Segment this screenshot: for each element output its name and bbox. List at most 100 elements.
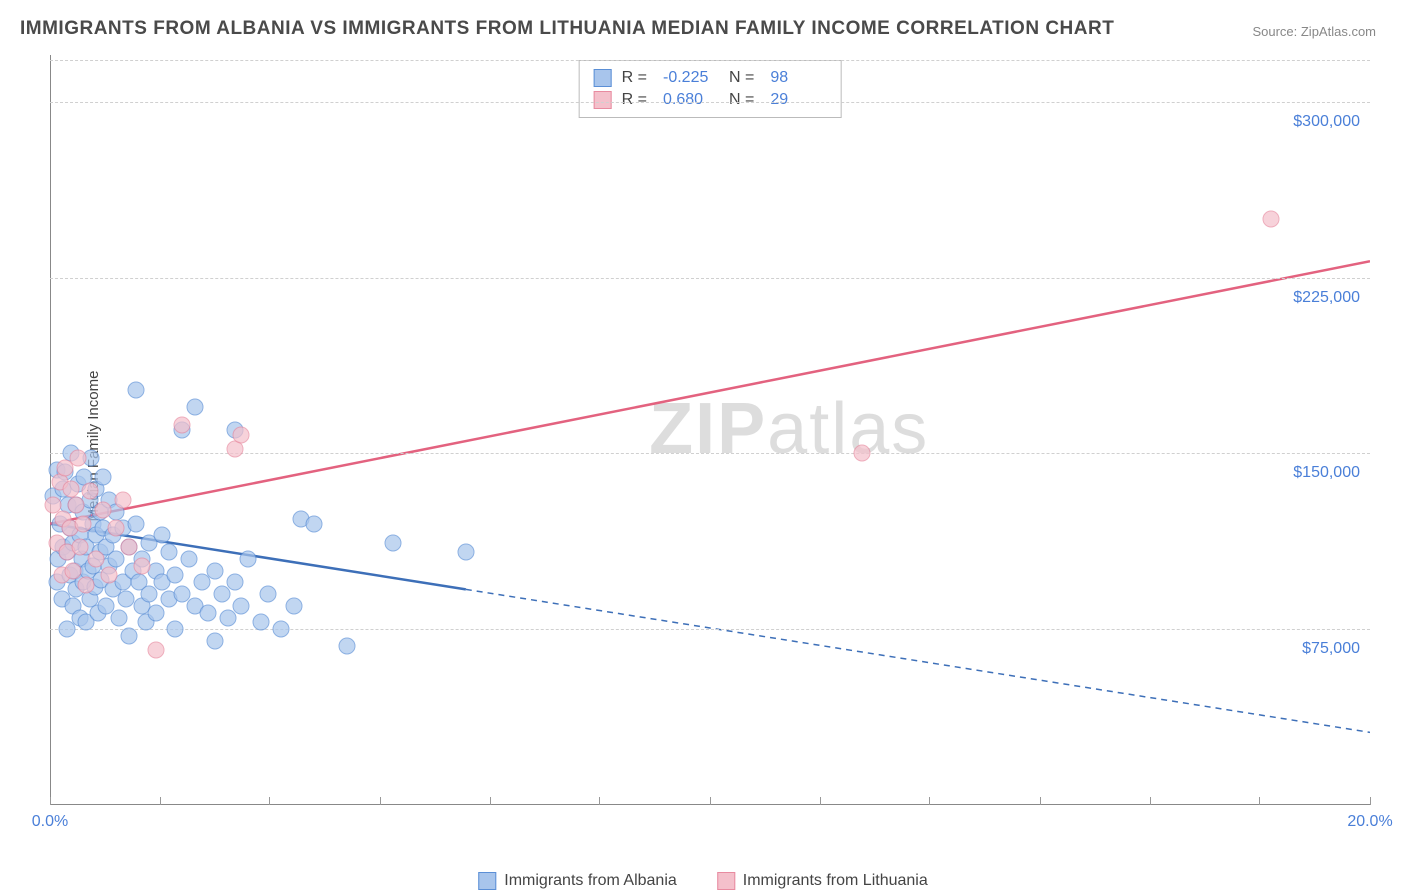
data-point (226, 574, 243, 591)
data-point (94, 468, 111, 485)
data-point (68, 497, 85, 514)
chart-title: IMMIGRANTS FROM ALBANIA VS IMMIGRANTS FR… (20, 18, 1114, 40)
data-point (286, 597, 303, 614)
grid-line (50, 453, 1370, 454)
data-point (141, 586, 158, 603)
legend-swatch (717, 872, 735, 890)
data-point (78, 576, 95, 593)
data-point (117, 590, 134, 607)
data-point (63, 480, 80, 497)
data-point (94, 501, 111, 518)
legend-item: Immigrants from Albania (478, 872, 677, 890)
stat-n-label: N = (729, 69, 754, 87)
data-point (75, 515, 92, 532)
data-point (147, 604, 164, 621)
data-point (853, 445, 870, 462)
data-point (127, 515, 144, 532)
grid-line (50, 60, 1370, 61)
grid-line (50, 278, 1370, 279)
data-point (121, 539, 138, 556)
data-point (213, 586, 230, 603)
data-point (88, 550, 105, 567)
data-point (240, 550, 257, 567)
data-point (71, 539, 88, 556)
data-point (167, 621, 184, 638)
legend-swatch (478, 872, 496, 890)
data-point (200, 604, 217, 621)
data-point (1263, 211, 1280, 228)
data-point (167, 567, 184, 584)
correlation-stats-box: R = -0.225 N = 98 R = 0.680 N = 29 (579, 60, 842, 118)
legend-label: Immigrants from Lithuania (743, 872, 928, 890)
data-point (306, 515, 323, 532)
source-attribution: Source: ZipAtlas.com (1252, 24, 1376, 39)
data-point (69, 450, 86, 467)
data-point (174, 417, 191, 434)
stats-row: R = -0.225 N = 98 (594, 67, 827, 89)
data-point (207, 632, 224, 649)
y-tick-label: $225,000 (1293, 289, 1360, 307)
legend-swatch (594, 69, 612, 87)
x-tick (380, 797, 381, 805)
data-point (207, 562, 224, 579)
data-point (160, 543, 177, 560)
watermark: ZIPatlas (649, 388, 929, 470)
data-point (193, 574, 210, 591)
chart-plot-area: ZIPatlas R =-0.225N =98R =0.680N =29 0.0… (50, 55, 1370, 835)
x-tick (1370, 797, 1371, 805)
data-point (108, 520, 125, 537)
y-tick-label: $75,000 (1302, 640, 1360, 658)
data-point (154, 527, 171, 544)
data-point (121, 628, 138, 645)
stat-n-label: N = (729, 91, 754, 109)
data-point (385, 534, 402, 551)
data-point (233, 597, 250, 614)
data-point (111, 609, 128, 626)
stat-n-value: 29 (764, 91, 826, 109)
x-tick (1150, 797, 1151, 805)
data-point (187, 398, 204, 415)
x-tick-label-left: 0.0% (32, 813, 68, 831)
legend-label: Immigrants from Albania (504, 872, 677, 890)
stat-r-value: -0.225 (657, 69, 719, 87)
data-point (134, 557, 151, 574)
x-tick (269, 797, 270, 805)
grid-line (50, 102, 1370, 103)
x-tick (599, 797, 600, 805)
x-tick-label-right: 20.0% (1347, 813, 1392, 831)
data-point (253, 614, 270, 631)
data-point (220, 609, 237, 626)
data-point (114, 492, 131, 509)
y-tick-label: $300,000 (1293, 113, 1360, 131)
stats-row: R = 0.680 N = 29 (594, 89, 827, 111)
data-point (58, 621, 75, 638)
x-tick (490, 797, 491, 805)
y-tick-label: $150,000 (1293, 464, 1360, 482)
stat-r-label: R = (622, 91, 647, 109)
stat-n-value: 98 (764, 69, 826, 87)
data-point (127, 382, 144, 399)
x-tick (710, 797, 711, 805)
x-tick (50, 797, 51, 805)
legend-item: Immigrants from Lithuania (717, 872, 928, 890)
data-point (101, 567, 118, 584)
stat-r-value: 0.680 (657, 91, 719, 109)
series-legend: Immigrants from Albania Immigrants from L… (478, 872, 927, 890)
legend-swatch (594, 91, 612, 109)
x-tick (1259, 797, 1260, 805)
data-point (339, 637, 356, 654)
y-axis-line (50, 55, 51, 805)
data-point (65, 562, 82, 579)
data-point (147, 642, 164, 659)
grid-line (50, 629, 1370, 630)
data-point (81, 482, 98, 499)
x-tick (160, 797, 161, 805)
x-tick (820, 797, 821, 805)
data-point (457, 543, 474, 560)
data-point (259, 586, 276, 603)
data-point (273, 621, 290, 638)
data-point (180, 550, 197, 567)
x-tick (929, 797, 930, 805)
x-tick (1040, 797, 1041, 805)
stat-r-label: R = (622, 69, 647, 87)
